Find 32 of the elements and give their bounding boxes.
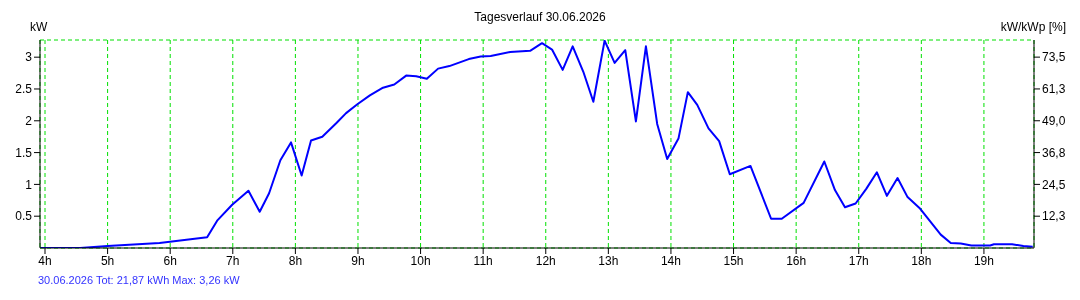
x-tick-label: 11h [473, 253, 493, 268]
x-tick-label: 15h [723, 253, 744, 268]
chart-title: Tagesverlauf 30.06.2026 [474, 10, 606, 24]
x-tick-label: 6h [163, 253, 177, 268]
y-axis-title: kW [30, 20, 48, 34]
x-tick-label: 19h [973, 253, 994, 268]
y2-tick-label: 73,5 [1042, 50, 1066, 65]
y2-tick-label: 24,5 [1042, 177, 1066, 192]
x-tick-label: 4h [38, 253, 52, 268]
y2-axis-title: kW/kWp [%] [1000, 20, 1066, 34]
x-tick-label: 16h [786, 253, 807, 268]
y2-tick-label: 49,0 [1042, 114, 1066, 129]
x-tick-label: 8h [288, 253, 303, 268]
y-tick-label: 0.5 [15, 209, 33, 224]
y-tick-label: 1 [25, 177, 33, 192]
x-tick-label: 13h [598, 253, 619, 268]
y2-tick-label: 61,3 [1042, 82, 1066, 97]
text: 30.06.2026 Tot: 21,87 kWh Max: 3,26 kW [38, 274, 240, 286]
y-tick-label: 2.5 [15, 82, 33, 97]
x-tick-label: 14h [660, 253, 681, 268]
y2-tick-label: 36,8 [1042, 145, 1066, 160]
y-tick-label: 2 [25, 114, 33, 129]
x-tick-label: 12h [535, 253, 556, 268]
x-tick-label: 17h [848, 253, 869, 268]
y-tick-label: 3 [25, 50, 33, 65]
x-tick-label: 7h [226, 253, 240, 268]
x-tick-label: 5h [100, 253, 115, 268]
x-tick-label: 9h [351, 253, 365, 268]
x-tick-label: 10h [410, 253, 431, 268]
y2-tick-label: 12,3 [1042, 209, 1066, 224]
x-tick-label: 18h [911, 253, 932, 268]
y-tick-label: 1.5 [15, 145, 33, 160]
